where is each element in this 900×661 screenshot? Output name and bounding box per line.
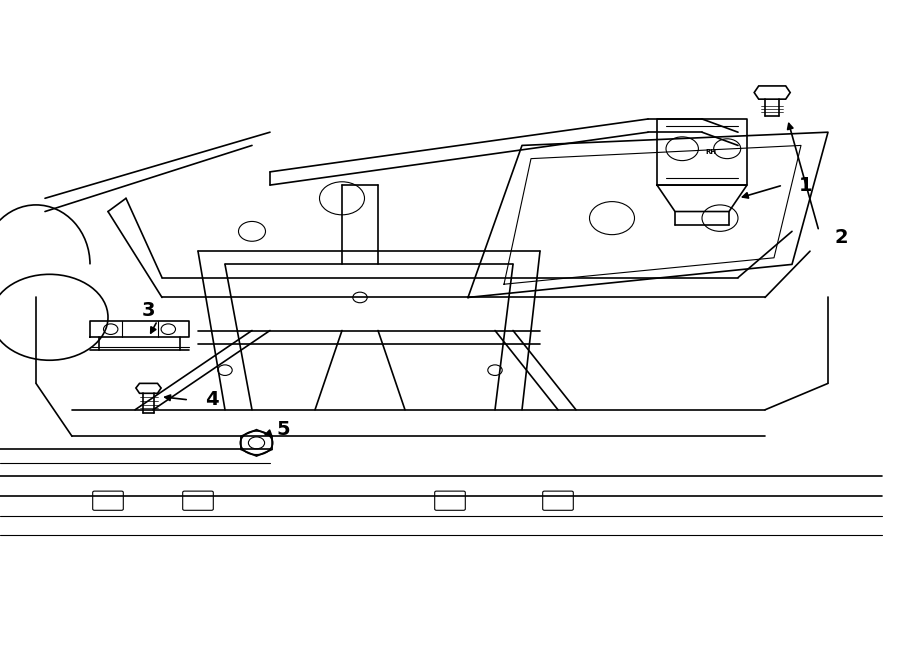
Text: 3: 3 xyxy=(142,301,155,320)
Text: RH: RH xyxy=(706,149,716,155)
Text: 1: 1 xyxy=(798,176,813,194)
Text: 4: 4 xyxy=(204,391,219,409)
Text: 2: 2 xyxy=(834,229,849,247)
Text: 5: 5 xyxy=(276,420,291,439)
